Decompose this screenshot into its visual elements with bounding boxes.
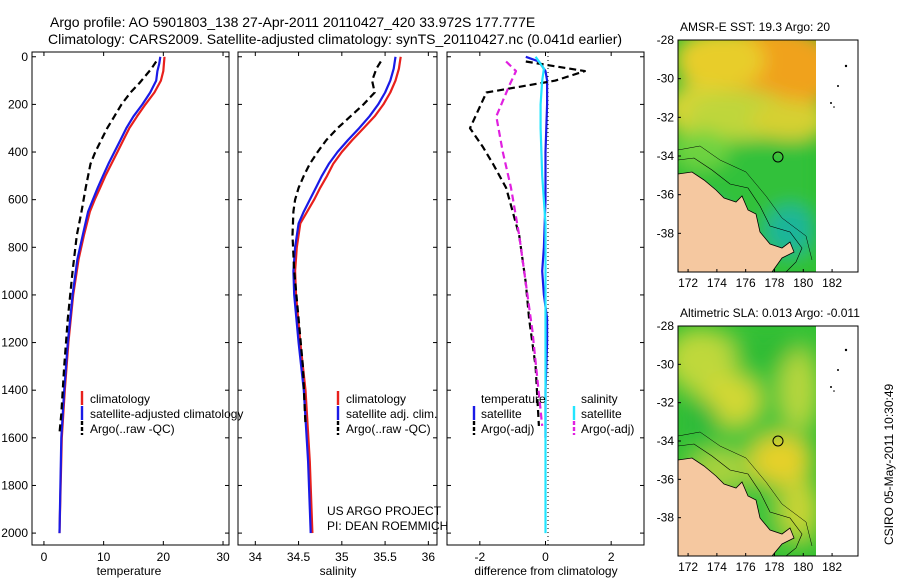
legend-label-satellite-adjusted: satellite-adjusted climatology [90, 407, 243, 421]
legend-label-satellite-adj: satellite adj. clim. [346, 407, 437, 421]
salinity-plot: 34 34.5 35 35.5 36 [238, 52, 437, 564]
legend-header-salinity: salinity [581, 392, 618, 406]
map-y-tick-label: -36 [657, 472, 675, 486]
series-line-temperature-argo-adj- [468, 60, 587, 426]
sst-map-title: AMSR-E SST: 19.3 Argo: 20 [680, 20, 830, 34]
series-line-satellite-adjusted-climatology [58, 56, 162, 534]
temperature-legend: climatology satellite-adjusted climatolo… [80, 391, 243, 436]
map-y-tick-label: -28 [657, 319, 675, 333]
figure-title-line2: Climatology: CARS2009. Satellite-adjuste… [48, 31, 622, 47]
series-line-salinity-satellite [534, 56, 547, 534]
series-line-salinity-argo-adj- [495, 60, 544, 427]
temperature-panel-frame [31, 51, 230, 546]
series-line-satellite-adj-clim- [292, 56, 397, 534]
salinity-legend: climatology satellite adj. clim. Argo(..… [336, 391, 437, 436]
x-tick-label: 35 [335, 550, 349, 564]
sla-map-argo-marker [772, 435, 784, 447]
timestamp: CSIRO 05-May-2011 10:30:49 [882, 383, 896, 545]
y-tick-label: 0 [21, 50, 28, 64]
sla-map-axes: 172 174 176 178 180 182 -28 -30 -32 -34 -36 -38 [657, 319, 843, 574]
map-y-tick-label: -36 [657, 188, 675, 202]
sst-map-deep-contour [677, 145, 813, 261]
legend-label-sal-satellite: satellite [581, 407, 622, 421]
y-tick-label: 1600 [1, 431, 28, 445]
legend-header-temperature: temperature [481, 392, 546, 406]
difference-plot: -2 0 2 [447, 52, 644, 564]
map-x-tick-label: 182 [822, 276, 842, 290]
y-tick-label: 800 [8, 240, 28, 254]
y-tick-label: 1000 [1, 288, 28, 302]
sla-map-islands [830, 348, 848, 392]
legend-label-sal-argo: Argo(-adj) [581, 422, 634, 436]
sla-map-deep-contour [677, 431, 813, 547]
map-x-tick-label: 174 [707, 276, 727, 290]
sst-map-shelf-contour [677, 157, 803, 273]
legend-label-temp-argo: Argo(-adj) [481, 422, 534, 436]
sst-map-axes: 172 174 176 178 180 182 -28 -30 -32 -34 -36 -38 [657, 33, 843, 290]
map-x-tick-label: 178 [764, 560, 784, 574]
x-tick-label: 10 [97, 550, 111, 564]
legend-label-climatology: climatology [90, 392, 150, 406]
series-line-climatology [58, 56, 166, 534]
x-tick-label: 36 [422, 550, 436, 564]
map-y-tick-label: -28 [657, 33, 675, 47]
map-x-tick-label: 178 [764, 276, 784, 290]
project-credit-line1: US ARGO PROJECT [327, 504, 442, 518]
difference-xlabel: difference from climatology [474, 564, 617, 578]
map-y-tick-label: -38 [657, 226, 675, 240]
map-x-tick-label: 180 [793, 560, 813, 574]
map-y-tick-label: -30 [657, 72, 675, 86]
map-y-tick-label: -34 [657, 434, 675, 448]
map-y-tick-label: -32 [657, 396, 675, 410]
y-tick-label: 1400 [1, 383, 28, 397]
series-line-argo-raw-qc- [58, 60, 158, 434]
x-tick-label: 34.5 [287, 550, 311, 564]
legend-label-argo: Argo(..raw -QC) [346, 422, 431, 436]
x-tick-label: -2 [474, 550, 485, 564]
sst-map-argo-marker [772, 151, 784, 163]
legend-label-argo: Argo(..raw -QC) [90, 422, 175, 436]
temperature-plot: 0 10 20 30 0 200 400 600 800 1000 1200 1400 1600 1800… [1, 50, 230, 564]
x-tick-label: 2 [608, 550, 615, 564]
salinity-panel-frame [237, 51, 438, 546]
map-y-tick-label: -32 [657, 110, 675, 124]
x-tick-label: 34 [249, 550, 263, 564]
sla-map-land [677, 457, 795, 557]
y-tick-label: 400 [8, 145, 28, 159]
map-x-tick-label: 176 [736, 560, 756, 574]
map-x-tick-label: 176 [736, 276, 756, 290]
difference-legend: temperature satellite Argo(-adj) salinit… [472, 392, 634, 436]
x-tick-label: 20 [157, 550, 171, 564]
sla-map-shelf-contour [677, 443, 803, 557]
map-x-tick-label: 180 [793, 276, 813, 290]
figure-title-line1: Argo profile: AO 5901803_138 27-Apr-2011… [50, 14, 535, 30]
map-x-tick-label: 172 [678, 560, 698, 574]
y-tick-label: 1800 [1, 478, 28, 492]
y-tick-label: 2000 [1, 526, 28, 540]
sla-map-title: Altimetric SLA: 0.013 Argo: -0.011 [680, 306, 860, 320]
map-x-tick-label: 172 [678, 276, 698, 290]
sst-map-land [677, 171, 795, 273]
map-y-tick-label: -38 [657, 511, 675, 525]
project-credit-line2: PI: DEAN ROEMMICH [327, 519, 448, 533]
salinity-xlabel: salinity [320, 564, 357, 578]
x-tick-label: 35.5 [373, 550, 397, 564]
series-line-argo-raw-qc- [291, 60, 382, 426]
y-tick-label: 200 [8, 97, 28, 111]
map-y-tick-label: -34 [657, 149, 675, 163]
series-line-climatology [294, 56, 402, 534]
legend-label-temp-satellite: satellite [481, 407, 522, 421]
temperature-xlabel: temperature [97, 564, 162, 578]
x-tick-label: 0 [542, 550, 549, 564]
map-y-tick-label: -30 [657, 357, 675, 371]
sst-map-islands [830, 64, 848, 108]
map-x-tick-label: 174 [707, 560, 727, 574]
y-tick-label: 1200 [1, 336, 28, 350]
x-tick-label: 30 [216, 550, 230, 564]
legend-label-climatology: climatology [346, 392, 406, 406]
map-x-tick-label: 182 [822, 560, 842, 574]
y-tick-label: 600 [8, 193, 28, 207]
x-tick-label: 0 [41, 550, 48, 564]
